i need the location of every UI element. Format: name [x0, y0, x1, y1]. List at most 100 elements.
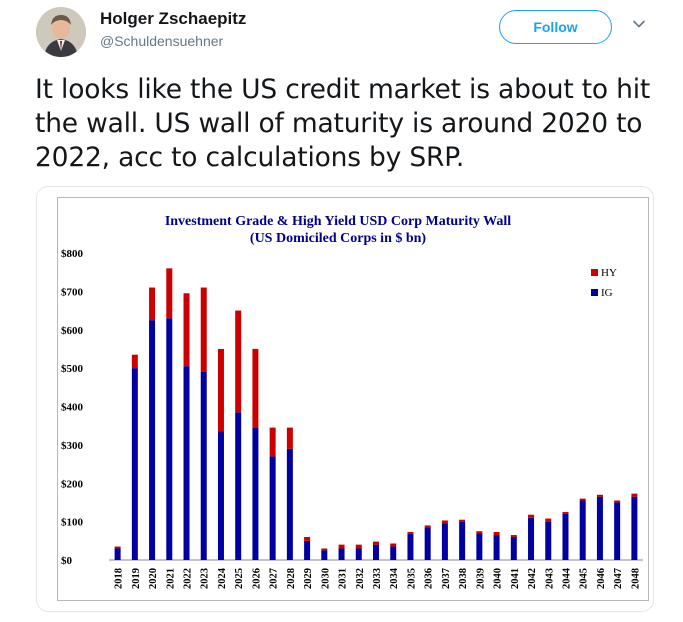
bar-hy-2025 [235, 310, 242, 413]
user-handle[interactable]: @Schuldensuehner [100, 33, 224, 49]
y-tick-label: $400 [61, 402, 84, 414]
bar-ig-2044 [562, 513, 569, 560]
x-tick-label: 2040 [493, 568, 504, 589]
x-tick-label: 2038 [458, 568, 469, 589]
bar-ig-2027 [269, 456, 276, 560]
bar-hy-2030 [321, 548, 328, 551]
bar-hy-2028 [286, 427, 293, 449]
x-tick-label: 2039 [475, 568, 486, 589]
display-name[interactable]: Holger Zschaepitz [100, 9, 247, 28]
y-tick-label: $600 [61, 325, 84, 337]
bar-hy-2044 [562, 512, 569, 514]
bar-hy-2033 [373, 541, 379, 545]
bar-hy-2039 [476, 531, 483, 534]
bar-ig-2025 [235, 412, 242, 560]
x-tick-label: 2034 [389, 567, 400, 589]
y-tick-label: $200 [61, 478, 84, 490]
x-tick-label: 2045 [579, 568, 590, 589]
bar-hy-2029 [304, 536, 311, 541]
x-tick-label: 2020 [148, 568, 159, 589]
bar-ig-2040 [493, 535, 500, 560]
x-tick-label: 2025 [234, 568, 245, 589]
bar-hy-2020 [149, 287, 156, 321]
bar-ig-2019 [131, 368, 138, 560]
bar-hy-2042 [528, 514, 535, 518]
bar-hy-2036 [424, 525, 431, 528]
x-tick-label: 2036 [424, 568, 435, 589]
x-tick-label: 2046 [596, 568, 607, 589]
legend-swatch-ig [591, 289, 598, 296]
avatar[interactable] [36, 7, 86, 57]
bar-hy-2023 [200, 287, 207, 372]
bar-hy-2026 [252, 348, 259, 428]
x-tick-label: 2030 [320, 568, 331, 589]
bar-hy-2035 [407, 531, 414, 534]
tweet-text: It looks like the US credit market is ab… [35, 74, 651, 173]
y-tick-label: $700 [61, 286, 84, 298]
x-tick-label: 2018 [114, 568, 125, 589]
legend-label-ig: IG [601, 287, 613, 299]
x-tick-label: 2031 [338, 568, 349, 589]
bar-ig-2041 [510, 536, 517, 560]
legend-swatch-hy [591, 269, 598, 276]
bar-hy-2038 [459, 519, 466, 522]
x-tick-label: 2035 [406, 568, 417, 589]
bar-ig-2022 [183, 366, 190, 560]
x-tick-label: 2026 [251, 568, 262, 589]
bar-ig-2048 [631, 496, 638, 560]
x-tick-label: 2033 [372, 568, 383, 589]
bar-ig-2032 [355, 548, 362, 560]
y-tick-label: $800 [61, 248, 84, 260]
bar-ig-2042 [528, 517, 535, 560]
bar-ig-2033 [373, 544, 379, 560]
bar-hy-2043 [545, 518, 552, 522]
tweet-media[interactable]: Investment Grade & High Yield USD Corp M… [36, 186, 654, 612]
bar-hy-2037 [441, 520, 448, 524]
bar-hy-2022 [183, 293, 190, 367]
bar-hy-2018 [114, 546, 121, 549]
bar-ig-2031 [338, 548, 345, 560]
bar-hy-2024 [217, 348, 224, 432]
bar-ig-2020 [149, 320, 156, 560]
x-tick-label: 2021 [165, 568, 176, 589]
bar-ig-2023 [200, 371, 207, 560]
legend-label-hy: HY [601, 267, 617, 279]
chevron-down-icon[interactable] [632, 17, 646, 31]
bar-hy-2021 [166, 268, 173, 319]
bar-ig-2045 [579, 500, 586, 560]
follow-button[interactable]: Follow [499, 10, 612, 44]
x-tick-label: 2032 [355, 568, 366, 589]
bar-ig-2039 [476, 533, 483, 560]
bar-ig-2043 [545, 521, 552, 560]
chart-subtitle: (US Domiciled Corps in $ bn) [250, 231, 427, 246]
bar-ig-2029 [304, 540, 311, 560]
x-tick-label: 2043 [544, 568, 555, 589]
bar-hy-2047 [614, 500, 621, 503]
bar-ig-2038 [459, 521, 466, 560]
bar-ig-2047 [614, 502, 621, 560]
bar-ig-2037 [441, 523, 448, 560]
x-tick-label: 2027 [269, 568, 280, 589]
bar-hy-2034 [390, 543, 397, 547]
x-tick-label: 2037 [441, 568, 452, 589]
x-tick-label: 2023 [200, 568, 211, 589]
chart-title: Investment Grade & High Yield USD Corp M… [165, 214, 511, 229]
x-tick-label: 2047 [613, 568, 624, 589]
x-tick-label: 2029 [303, 568, 314, 589]
x-tick-label: 2019 [131, 568, 142, 589]
bar-hy-2045 [579, 498, 586, 501]
bar-ig-2026 [252, 427, 259, 560]
profile-photo-icon [36, 7, 86, 57]
bar-hy-2046 [596, 494, 603, 497]
bar-ig-2046 [596, 496, 603, 560]
maturity-wall-chart: Investment Grade & High Yield USD Corp M… [61, 214, 643, 589]
x-tick-label: 2044 [561, 567, 572, 589]
y-tick-label: $500 [61, 363, 84, 375]
x-tick-label: 2028 [286, 568, 297, 589]
bar-hy-2031 [338, 544, 345, 549]
bar-ig-2034 [390, 546, 397, 560]
bar-hy-2048 [631, 493, 638, 497]
y-tick-label: $300 [61, 440, 84, 452]
bar-ig-2018 [114, 548, 121, 560]
bar-hy-2041 [510, 535, 517, 537]
